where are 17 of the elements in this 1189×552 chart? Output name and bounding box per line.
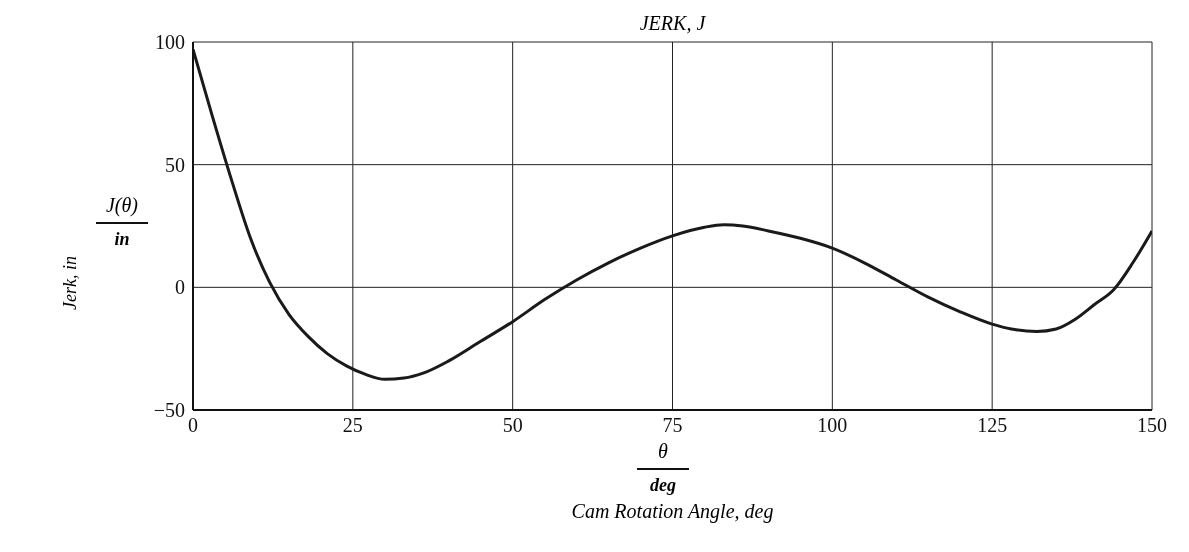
chart-title: JERK, J: [638, 12, 707, 35]
text: deg: [649, 475, 677, 496]
x-tick-label: 125: [977, 414, 1008, 437]
x-axis-title: Cam Rotation Angle, deg: [570, 500, 775, 523]
y-axis-title: Jerk, in: [59, 256, 81, 310]
x-tick-label: 150: [1137, 414, 1167, 437]
y-tick-label: 100: [155, 31, 185, 54]
x-tick-label: 50: [502, 414, 523, 437]
x-tick-label: 100: [817, 414, 848, 437]
y-tick-label: 50: [165, 153, 185, 176]
x-tick-label: 75: [662, 414, 683, 437]
y-tick-label: 0: [175, 276, 185, 299]
text: J(θ): [105, 194, 139, 217]
y-tick-label: −50: [153, 399, 185, 422]
x-tick-label: 25: [342, 414, 363, 437]
text: in: [113, 229, 131, 250]
text: θ: [657, 440, 669, 463]
